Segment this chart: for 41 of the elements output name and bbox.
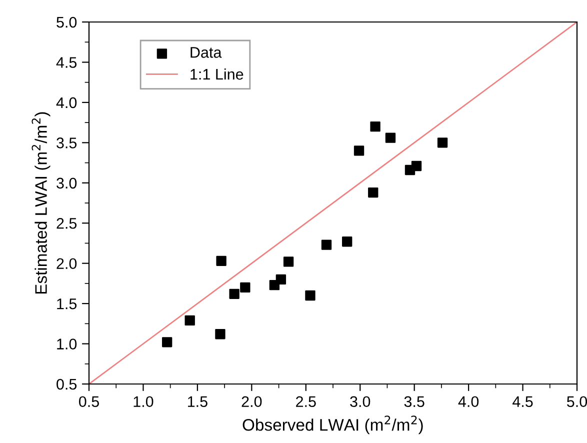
x-tick-label: 1.0 bbox=[134, 396, 154, 408]
y-tick-label: 2.5 bbox=[56, 218, 77, 229]
x-tick-label: 4.5 bbox=[512, 396, 533, 408]
y-tick-label: 4.0 bbox=[56, 97, 77, 108]
point bbox=[411, 160, 422, 172]
x-axis-title: Observed LWAI (m$^{2}$/m$^{2}$) bbox=[242, 416, 423, 434]
point bbox=[321, 240, 332, 250]
x-tick-label: 2.0 bbox=[242, 396, 262, 408]
point bbox=[184, 315, 195, 326]
x-tick-label: 5.0 bbox=[566, 396, 587, 408]
point bbox=[283, 256, 294, 267]
point bbox=[229, 288, 240, 299]
point bbox=[276, 274, 286, 285]
point bbox=[385, 132, 396, 143]
point bbox=[437, 138, 448, 148]
point bbox=[370, 121, 380, 132]
legend-label: Data bbox=[190, 47, 222, 58]
y-tick-label: 3.5 bbox=[56, 138, 77, 148]
y-tick-label: 0.5 bbox=[56, 378, 77, 390]
point bbox=[215, 329, 226, 340]
point bbox=[240, 282, 250, 293]
x-tick-label: 3.0 bbox=[350, 396, 370, 408]
point bbox=[354, 146, 364, 156]
x-tick-label: 0.5 bbox=[78, 396, 99, 408]
y-tick-label: 1.5 bbox=[57, 298, 77, 310]
x-tick-label: 4.0 bbox=[458, 396, 479, 408]
legend-label: 1:1 Line bbox=[190, 68, 244, 80]
x-tick-label: 3.5 bbox=[404, 396, 424, 408]
x-tick-label: 2.5 bbox=[296, 396, 316, 408]
y-axis-title: Estimated LWAI (m$^{2}$/m$^{2}$) bbox=[32, 112, 50, 294]
point bbox=[342, 236, 352, 247]
y-tick-label: 2.0 bbox=[56, 258, 77, 270]
point bbox=[216, 256, 226, 266]
point bbox=[162, 337, 172, 348]
y-tick-label: 4.5 bbox=[56, 57, 77, 68]
y-tick-label: 3.0 bbox=[56, 178, 77, 189]
y-tick-label: 1.0 bbox=[57, 338, 77, 350]
x-tick-label: 1.5 bbox=[188, 396, 208, 408]
point bbox=[305, 290, 316, 301]
y-tick-label: 5.0 bbox=[56, 16, 77, 28]
point bbox=[368, 187, 378, 198]
